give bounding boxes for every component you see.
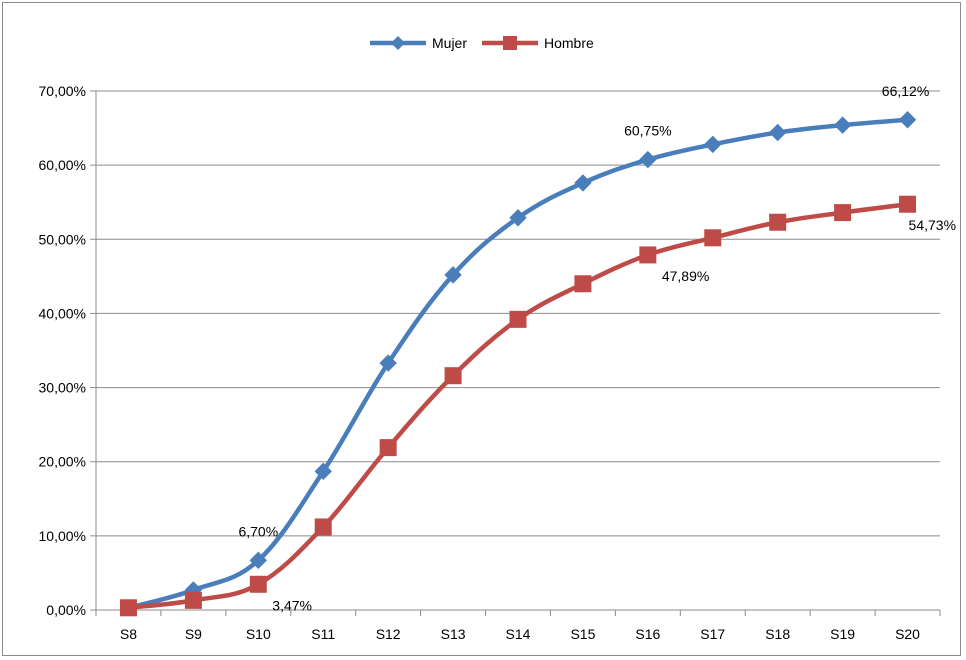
y-tick-label: 0,00%: [46, 602, 86, 618]
x-tick-label-s9: S9: [185, 626, 202, 642]
y-tick-label: 50,00%: [39, 231, 86, 247]
marker-hombre-s17: [704, 229, 722, 247]
marker-hombre-s16: [639, 246, 657, 264]
x-tick-label-s19: S19: [830, 626, 855, 642]
x-axis-tick-labels: S8 S9 S10 S11 S12 S13 S14 S15 S16 S17 S18 S19 S20: [120, 626, 920, 642]
axes: [90, 90, 941, 616]
y-axis-tick-labels: 0,00% 10,00% 20,00% 30,00% 40,00% 50,00% 60,00…: [39, 83, 86, 618]
marker-mujer-s20: [898, 111, 917, 129]
marker-hombre-s13: [444, 367, 462, 385]
data-label-mujer-s10: 6,70%: [238, 523, 278, 539]
x-tick-label-s16: S16: [635, 626, 660, 642]
marker-mujer-s12: [379, 354, 397, 372]
legend-marker-hombre: [503, 36, 517, 50]
y-tick-label: 30,00%: [39, 380, 86, 396]
x-tick-label-s14: S14: [506, 626, 531, 642]
marker-mujer-s18: [768, 123, 787, 142]
y-tick-label: 40,00%: [39, 305, 86, 321]
gridlines: [96, 90, 940, 537]
x-tick-label-s8: S8: [120, 626, 137, 642]
marker-hombre-s11: [314, 518, 332, 536]
marker-hombre-s18: [769, 213, 787, 231]
legend-marker-mujer: [391, 36, 405, 50]
x-tick-label-s18: S18: [765, 626, 790, 642]
data-label-hombre-s10: 3,47%: [272, 597, 312, 613]
x-tick-label-s20: S20: [895, 626, 920, 642]
data-label-mujer-s20: 66,12%: [882, 83, 929, 99]
marker-hombre-s20: [899, 195, 917, 213]
series-markers: [119, 111, 917, 617]
marker-hombre-s10: [249, 575, 267, 593]
marker-mujer-s17: [704, 135, 722, 154]
marker-mujer-s13: [444, 266, 462, 284]
legend-label-hombre: Hombre: [544, 35, 594, 51]
marker-mujer-s10: [249, 551, 268, 570]
x-tick-label-s11: S11: [311, 626, 335, 642]
y-tick-label: 10,00%: [39, 528, 86, 544]
x-tick-label-s13: S13: [441, 626, 466, 642]
data-labels: 6,70% 60,75% 66,12% 3,47% 47,89% 54,73%: [238, 83, 956, 614]
data-label-hombre-s20: 54,73%: [909, 217, 956, 233]
x-tick-label-s12: S12: [376, 626, 401, 642]
data-label-mujer-s16: 60,75%: [624, 123, 671, 139]
series-line-hombre: [126, 201, 910, 611]
marker-mujer-s14: [509, 209, 527, 227]
x-tick-label-s17: S17: [700, 626, 725, 642]
marker-hombre-s14: [509, 310, 527, 328]
marker-hombre-s19: [834, 204, 852, 222]
y-tick-label: 20,00%: [39, 454, 86, 470]
y-tick-label: 60,00%: [39, 157, 86, 173]
data-label-hombre-s16: 47,89%: [662, 268, 709, 284]
x-tick-label-s15: S15: [570, 626, 595, 642]
marker-mujer-s11: [314, 462, 332, 481]
marker-mujer-s16: [639, 150, 657, 169]
marker-mujer-s15: [574, 174, 592, 192]
x-tick-label-s10: S10: [246, 626, 271, 642]
marker-hombre-s12: [379, 439, 397, 457]
marker-hombre-s8: [119, 599, 137, 617]
marker-hombre-s15: [574, 275, 592, 293]
legend: Mujer Hombre: [370, 35, 594, 51]
y-tick-label: 70,00%: [39, 83, 86, 99]
marker-mujer-s19: [833, 116, 852, 134]
marker-hombre-s9: [184, 591, 202, 609]
legend-label-mujer: Mujer: [432, 35, 467, 51]
